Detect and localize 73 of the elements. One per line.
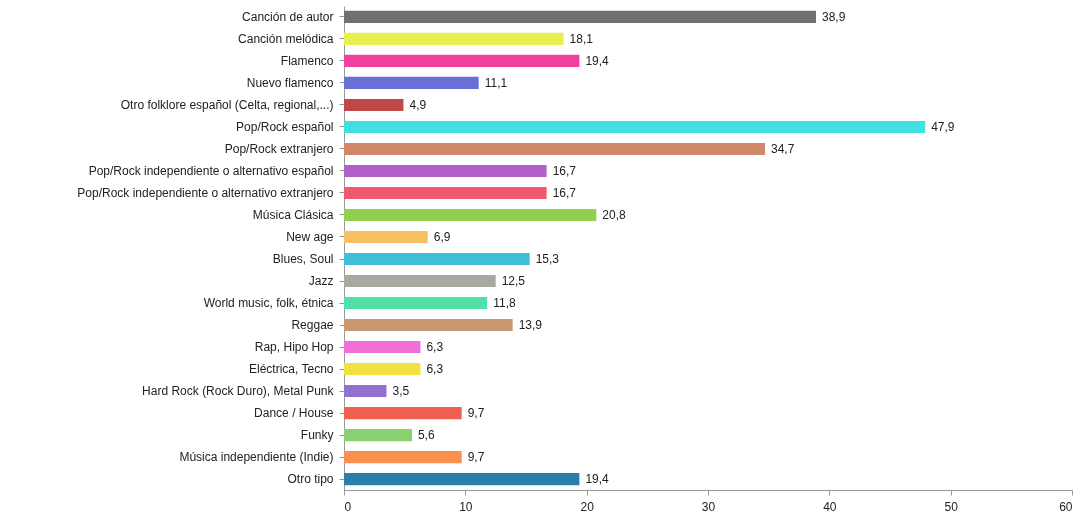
x-tick-label: 40	[823, 499, 837, 514]
x-tick-label: 30	[701, 499, 716, 514]
bar	[344, 451, 462, 464]
y-tick-label: Otro folklore español (Celta, regional,...)	[120, 97, 334, 112]
data-label: 12,5	[501, 274, 526, 289]
y-tick-label: Rap, Hipo Hop	[254, 340, 334, 355]
bar	[344, 407, 462, 420]
bar	[344, 429, 412, 442]
data-label: 9,7	[467, 406, 485, 421]
y-tick-label: Hard Rock (Rock Duro), Metal Punk	[142, 384, 335, 399]
y-tick-label: Pop/Rock independiente o alternativo español	[88, 163, 334, 178]
x-tick-label: 50	[944, 499, 959, 514]
data-label: 16,7	[552, 185, 577, 200]
data-label: 15,3	[535, 252, 560, 267]
y-tick-label: Dance / House	[254, 406, 334, 421]
data-label: 13,9	[518, 318, 543, 333]
data-label: 34,7	[771, 141, 795, 156]
bar	[344, 98, 404, 111]
y-tick-label: Flamenco	[280, 53, 334, 68]
y-tick-label: Música Clásica	[252, 207, 334, 222]
bar	[344, 318, 513, 332]
data-label: 11,1	[484, 75, 508, 90]
data-label: 19,4	[585, 53, 610, 68]
y-tick-label: Canción melódica	[238, 31, 334, 46]
y-tick-label: Pop/Rock extranjero	[224, 141, 334, 156]
x-tick-label: 20	[580, 499, 595, 514]
bar	[344, 186, 547, 200]
x-tick-label: 0	[344, 499, 352, 514]
y-tick-label: Pop/Rock español	[236, 119, 334, 134]
bar	[344, 363, 421, 376]
data-label: 6,3	[426, 362, 444, 377]
y-tick-label: New age	[286, 229, 334, 244]
y-tick-label: Otro tipo	[287, 472, 334, 487]
data-label: 6,9	[433, 229, 451, 244]
bar	[344, 10, 816, 23]
y-tick-label: World music, folk, étnica	[203, 296, 334, 311]
y-tick-label: Pop/Rock independiente o alternativo extranjero	[77, 185, 334, 200]
bar	[344, 274, 496, 288]
data-label: 38,9	[821, 9, 846, 24]
data-label: 9,7	[467, 450, 485, 465]
data-label: 5,6	[417, 428, 435, 443]
bar	[344, 296, 488, 310]
y-tick-label: Reggae	[291, 318, 334, 333]
y-tick-label: Blues, Soul	[272, 252, 334, 267]
bar	[344, 76, 479, 89]
bar	[344, 473, 580, 486]
data-label: 11,8	[493, 296, 516, 311]
data-label: 18,1	[569, 31, 594, 46]
bar	[344, 340, 421, 354]
bar	[344, 54, 580, 67]
data-label: 3,5	[392, 384, 410, 399]
x-tick-label: 10	[459, 499, 473, 514]
bar	[344, 385, 387, 398]
bar	[344, 230, 428, 244]
bar	[344, 32, 564, 45]
bar	[344, 120, 926, 133]
bar	[344, 252, 530, 266]
bar	[344, 164, 547, 178]
y-tick-label: Jazz	[308, 274, 334, 289]
bar	[344, 142, 766, 156]
data-label: 19,4	[585, 472, 610, 487]
data-label: 16,7	[552, 163, 577, 178]
data-label: 4,9	[409, 97, 427, 112]
y-tick-label: Funky	[300, 428, 334, 443]
y-tick-label: Música independiente (Indie)	[179, 450, 334, 465]
bar	[344, 208, 597, 222]
data-label: 20,8	[602, 207, 627, 222]
y-tick-label: Eléctrica, Tecno	[249, 362, 334, 377]
y-tick-label: Nuevo flamenco	[246, 75, 334, 90]
data-label: 47,9	[931, 119, 955, 134]
y-tick-label: Canción de autor	[242, 9, 334, 24]
x-tick-label: 60	[1059, 499, 1073, 514]
data-label: 6,3	[426, 340, 444, 355]
